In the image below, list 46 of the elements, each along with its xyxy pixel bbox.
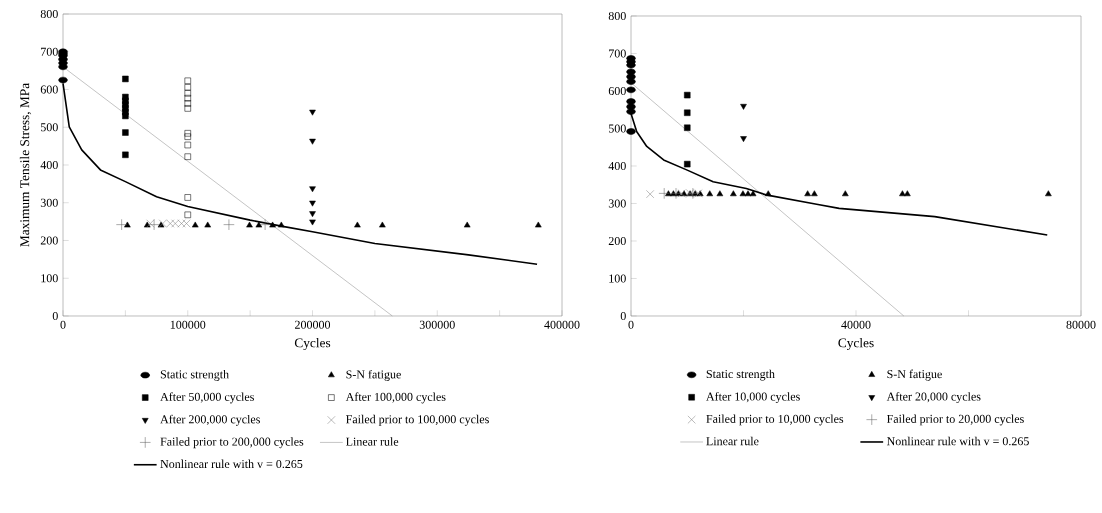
y-tick-label: 0	[52, 311, 58, 321]
y-tick-label: 700	[609, 49, 626, 58]
y-tick-label: 500	[40, 123, 58, 132]
legend-label: After 200,000 cycles	[160, 414, 260, 426]
y-tick-label: 700	[41, 47, 58, 56]
legend-label: Linear rule	[346, 437, 399, 446]
y-tick-label: 200	[40, 236, 58, 245]
x-tick-label: 300000	[419, 320, 455, 329]
y-tick-label: 300	[608, 199, 626, 208]
legend-label: Nonlinear rule with v = 0.265	[886, 436, 1029, 446]
x-axis-title: Cycles	[294, 337, 331, 351]
y-tick-label: 100	[609, 274, 626, 283]
legend-label: Linear rule	[706, 436, 759, 446]
y-axis-title: Maximum Tensile Stress, MPa	[19, 83, 32, 247]
y-tick-label: 500	[608, 124, 626, 133]
legend-label: Static strength	[160, 369, 229, 381]
legend-label: After 100,000 cycles	[345, 392, 446, 404]
legend-label: After 10,000 cycles	[706, 392, 800, 404]
y-tick-label: 300	[40, 198, 58, 207]
y-tick-label: 400	[608, 161, 626, 171]
legend-label: After 50,000 cycles	[160, 392, 254, 404]
x-tick-label: 40000	[841, 320, 871, 329]
legend-label: Failed prior to 20,000 cycles	[886, 414, 1024, 426]
legend-label: Nonlinear rule with v = 0.265	[160, 459, 303, 469]
y-tick-label: 400	[40, 160, 58, 170]
y-tick-label: 200	[608, 236, 626, 246]
x-tick-label: 0	[628, 320, 634, 329]
x-tick-label: 80000	[1066, 320, 1096, 329]
x-tick-label: 200000	[295, 320, 331, 329]
y-tick-label: 600	[608, 86, 626, 96]
legend-label: Static strength	[706, 369, 775, 381]
y-tick-label: 600	[40, 85, 58, 94]
y-tick-label: 0	[620, 311, 626, 321]
legend-label: After 20,000 cycles	[886, 392, 981, 404]
x-tick-label: 100000	[170, 320, 206, 329]
y-tick-label: 100	[41, 274, 58, 283]
y-tick-label: 800	[608, 11, 626, 21]
legend-label: S-N fatigue	[887, 369, 942, 381]
legend-label: Failed prior to 100,000 cycles	[346, 414, 489, 426]
legend-label: S-N fatigue	[346, 369, 401, 381]
legend-label: Failed prior to 10,000 cycles	[706, 414, 844, 426]
y-tick-label: 800	[40, 9, 58, 19]
x-tick-label: 400000	[544, 320, 580, 329]
legend-label: Failed prior to 200,000 cycles	[160, 437, 304, 449]
x-tick-label: 0	[60, 320, 66, 329]
x-axis-title: Cycles	[838, 337, 874, 351]
